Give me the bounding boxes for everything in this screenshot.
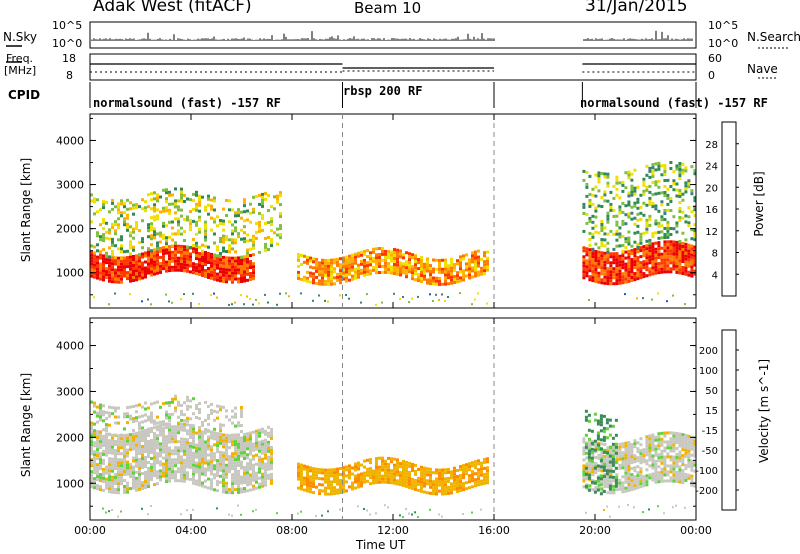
nave-tick-top: 60 bbox=[708, 52, 722, 65]
colorbar-tick-label: -50 bbox=[702, 446, 718, 457]
colorbar-tick-label: 20 bbox=[705, 183, 718, 194]
colorbar-tick-label: -200 bbox=[695, 486, 718, 497]
noise-tick-bottom-right: 10^0 bbox=[708, 37, 739, 50]
echo-region-3 bbox=[297, 246, 489, 286]
colorbar-tick-label: 4 bbox=[712, 270, 718, 281]
echo-region-2 bbox=[90, 187, 282, 260]
colorbar-tick-label: -15 bbox=[702, 426, 718, 437]
colorbar-tick-label: 12 bbox=[705, 227, 718, 238]
colorbar-frame bbox=[721, 121, 737, 297]
near-range-scatter bbox=[102, 504, 686, 518]
cpid-segment-3: normalsound (fast) -157 RF bbox=[580, 96, 768, 110]
echo-region-4 bbox=[582, 431, 697, 495]
beam-label: Beam 10 bbox=[354, 0, 422, 17]
nsearch-label: N.Search bbox=[747, 30, 800, 44]
radar-title: Adak West (fitACF) bbox=[93, 0, 252, 16]
ytick-label: 3000 bbox=[56, 385, 84, 398]
xtick-label: 16:00 bbox=[478, 524, 510, 537]
colorbar-tick-label: 8 bbox=[712, 249, 718, 260]
ytick-label: 2000 bbox=[56, 431, 84, 444]
ytick-label: 4000 bbox=[56, 340, 84, 353]
cpid-segment-1: normalsound (fast) -157 RF bbox=[93, 96, 281, 110]
xtick-label: 04:00 bbox=[175, 524, 207, 537]
noise-panel-frame bbox=[89, 21, 697, 49]
colorbar-tick-label: 24 bbox=[705, 162, 718, 173]
colorbar-tick-label: 15 bbox=[705, 406, 718, 417]
cpid-segment-2: rbsp 200 RF bbox=[343, 84, 423, 98]
colorbar-tick-label: 16 bbox=[705, 205, 718, 216]
freq-panel-frame bbox=[89, 53, 697, 81]
noise-tick-top-left: 10^5 bbox=[52, 19, 83, 32]
echo-region-1 bbox=[90, 422, 273, 495]
noise-tick-top-right: 10^5 bbox=[708, 19, 739, 32]
xtick-label: 00:00 bbox=[680, 524, 712, 537]
nave-tick-bottom: 0 bbox=[708, 69, 715, 82]
freq-label-unit: [MHz] bbox=[4, 64, 37, 77]
ytick-label: 1000 bbox=[56, 477, 84, 490]
cpid-label: CPID bbox=[8, 88, 41, 102]
noise-trace bbox=[91, 30, 693, 41]
ytick-label: 2000 bbox=[56, 223, 84, 236]
velocity-panel bbox=[90, 394, 697, 518]
echo-region-5 bbox=[582, 161, 697, 254]
echo-region-2 bbox=[90, 394, 243, 437]
xtick-label: 08:00 bbox=[276, 524, 308, 537]
nsky-label: N.Sky bbox=[3, 30, 38, 44]
colorbar-tick-label: 28 bbox=[705, 140, 718, 151]
echo-region-5 bbox=[584, 409, 618, 496]
power-panel bbox=[90, 161, 697, 306]
noise-tick-bottom-left: 10^0 bbox=[52, 37, 83, 50]
xtick-label: 12:00 bbox=[377, 524, 409, 537]
ytick-label: 3000 bbox=[56, 179, 84, 192]
colorbar-tick-label: 100 bbox=[699, 366, 718, 377]
time-xlabel: Time UT bbox=[356, 538, 406, 552]
xtick-label: 20:00 bbox=[579, 524, 611, 537]
colorbar-frame bbox=[721, 329, 737, 511]
near-range-scatter bbox=[93, 292, 686, 306]
echo-region-4 bbox=[582, 240, 697, 286]
freq-tick-top: 18 bbox=[62, 52, 76, 65]
xtick-label: 00:00 bbox=[74, 524, 106, 537]
nave-label: Nave bbox=[747, 62, 778, 76]
date-label: 31/Jan/2015 bbox=[585, 0, 688, 16]
colorbar-tick-label: 50 bbox=[705, 386, 718, 397]
echo-region-1 bbox=[90, 244, 255, 284]
ytick-label: 1000 bbox=[56, 267, 84, 280]
colorbar-layer: 4 8 12 16 20 24 28 200 100 50 15 -15 -50 -100 -200 bbox=[695, 121, 739, 511]
colorbar-tick-label: -100 bbox=[695, 466, 718, 477]
echo-region-3 bbox=[297, 456, 489, 496]
freq-tick-bottom: 8 bbox=[66, 69, 73, 82]
colorbar-tick-label: 200 bbox=[699, 346, 718, 357]
axes-layer: 1000 2000 3000 4000 1000 2000 3000 4000 00:00 04:… bbox=[56, 113, 712, 537]
summary-layer bbox=[6, 21, 790, 108]
ytick-label: 4000 bbox=[56, 134, 84, 147]
